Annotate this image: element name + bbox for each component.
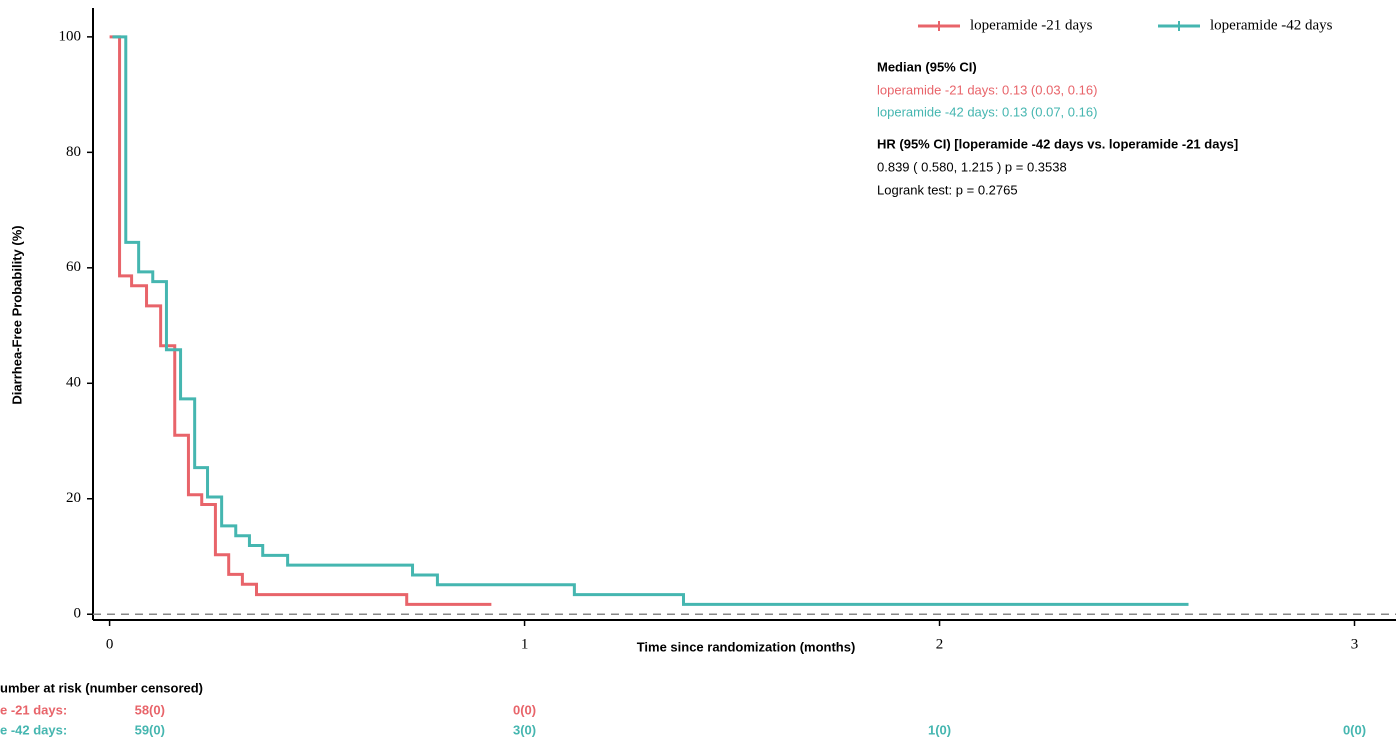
annotation: 0.839 ( 0.580, 1.215 ) p = 0.3538 [877, 159, 1067, 174]
x-tick-label: 3 [1351, 636, 1359, 652]
survival-curve [109, 35, 492, 606]
risk-count: 58(0) [135, 702, 165, 717]
risk-label: e -21 days: [0, 702, 67, 717]
y-tick-label: 20 [66, 490, 81, 506]
legend-label: loperamide -21 days [970, 17, 1093, 33]
y-tick-label: 100 [59, 28, 82, 44]
y-tick-label: 80 [66, 144, 81, 160]
x-tick-label: 1 [521, 636, 529, 652]
annotation: Logrank test: p = 0.2765 [877, 182, 1018, 197]
annotation: loperamide -21 days: 0.13 (0.03, 0.16) [877, 82, 1097, 97]
y-tick-label: 60 [66, 259, 81, 275]
y-axis-label: Diarrhea-Free Probability (%) [9, 225, 24, 404]
risk-count: 0(0) [1343, 722, 1366, 737]
annotation: loperamide -42 days: 0.13 (0.07, 0.16) [877, 104, 1097, 119]
risk-count: 0(0) [513, 702, 536, 717]
survival-curve [112, 35, 1189, 606]
y-tick-label: 0 [74, 606, 82, 622]
legend-label: loperamide -42 days [1210, 17, 1333, 33]
risk-title: umber at risk (number censored) [0, 680, 203, 695]
x-tick-label: 0 [106, 636, 114, 652]
risk-count: 3(0) [513, 722, 536, 737]
annotation: HR (95% CI) [loperamide -42 days vs. lop… [877, 136, 1238, 151]
annotation: Median (95% CI) [877, 59, 977, 74]
x-axis-label: Time since randomization (months) [637, 639, 856, 654]
risk-count: 59(0) [135, 722, 165, 737]
risk-label: e -42 days: [0, 722, 67, 737]
risk-count: 1(0) [928, 722, 951, 737]
y-tick-label: 40 [66, 375, 81, 391]
x-tick-label: 2 [936, 636, 944, 652]
